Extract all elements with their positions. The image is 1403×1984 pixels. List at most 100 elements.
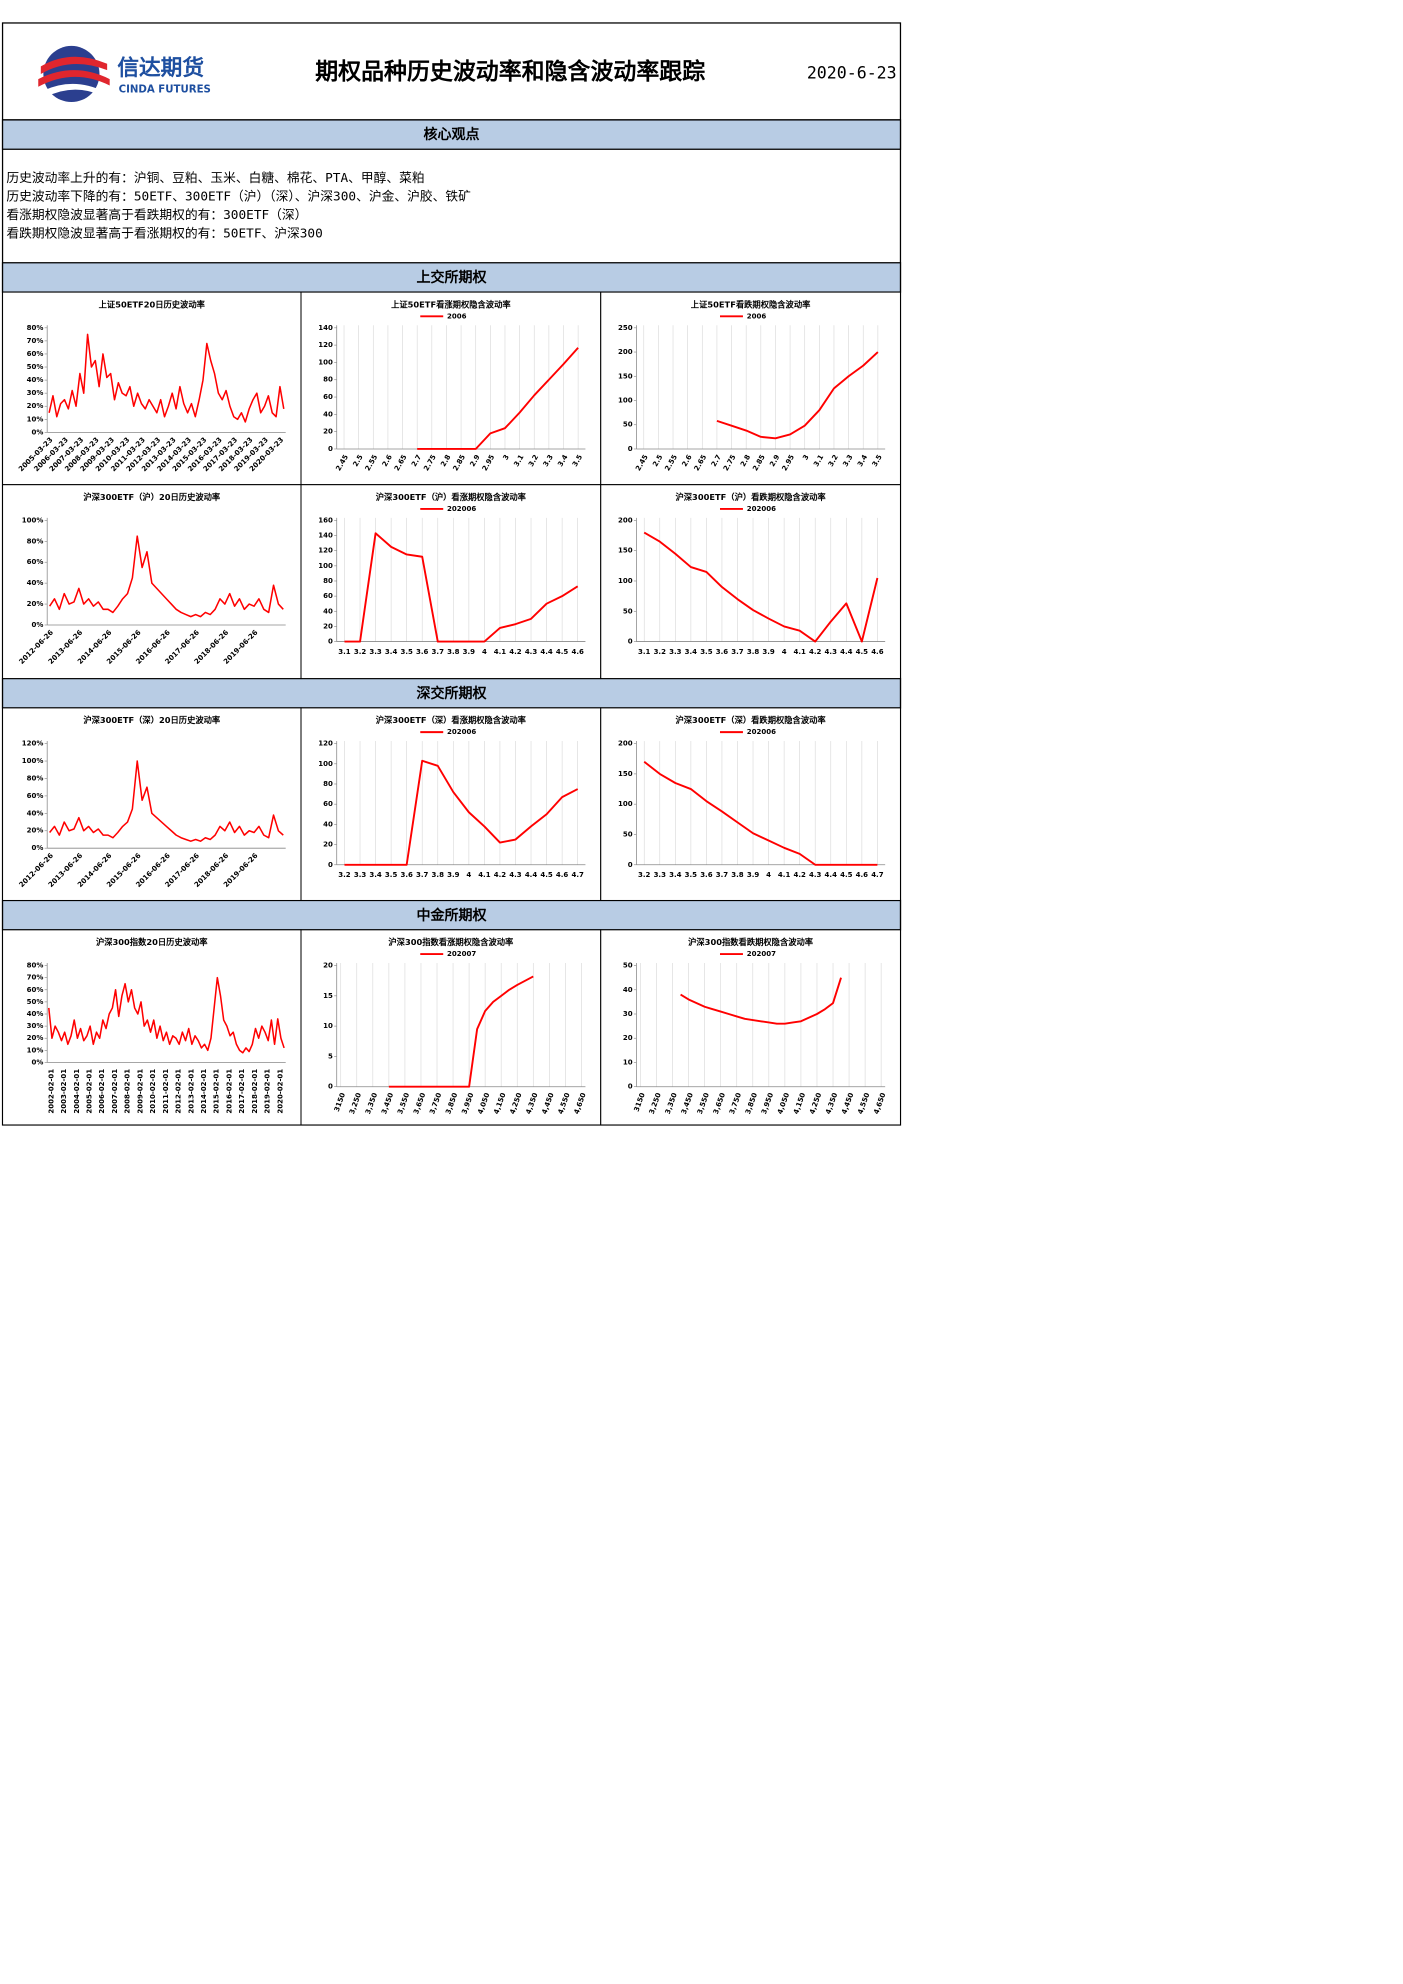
legend-label: 202006 bbox=[447, 504, 476, 513]
series-line bbox=[48, 333, 285, 423]
y-tick-label: 80% bbox=[27, 961, 44, 970]
y-tick-label: 50 bbox=[623, 420, 633, 429]
y-tick-label: 10% bbox=[27, 414, 44, 423]
x-tick-label: 3.8 bbox=[747, 647, 760, 656]
x-tick-label: 3.7 bbox=[716, 870, 729, 879]
y-tick-label: 30% bbox=[27, 388, 44, 397]
y-tick-label: 20% bbox=[27, 826, 44, 835]
y-tick-label: 20 bbox=[323, 961, 333, 970]
y-tick-label: 120 bbox=[318, 739, 333, 748]
x-tick-label: 2006-02-01 bbox=[97, 1069, 106, 1114]
x-tick-label: 3.4 bbox=[385, 647, 398, 656]
chart-frame bbox=[600, 484, 901, 680]
core-view-line: 看跌期权隐波显著高于看涨期权的有：50ETF、沪深300 bbox=[6, 226, 322, 242]
y-tick-label: 40 bbox=[323, 819, 333, 828]
x-tick-label: 4.5 bbox=[856, 647, 869, 656]
x-tick-label: 3.5 bbox=[400, 647, 413, 656]
x-tick-label: 4.6 bbox=[571, 647, 584, 656]
chart-frame bbox=[300, 707, 602, 901]
y-tick-label: 100 bbox=[618, 396, 633, 405]
banner-text: 核心观点 bbox=[423, 126, 479, 143]
x-tick-label: 4.3 bbox=[509, 870, 522, 879]
y-tick-label: 0% bbox=[31, 1057, 43, 1066]
x-tick-label: 2015-02-01 bbox=[212, 1069, 221, 1114]
x-tick-label: 3.3 bbox=[354, 870, 367, 879]
x-tick-label: 4.2 bbox=[509, 647, 522, 656]
chart-title: 沪深300指数20日历史波动率 bbox=[96, 937, 208, 947]
y-tick-label: 120 bbox=[318, 546, 333, 555]
y-tick-label: 0% bbox=[31, 620, 43, 629]
y-tick-label: 100 bbox=[318, 561, 333, 570]
chart-frame bbox=[600, 929, 901, 1126]
x-tick-label: 3.4 bbox=[669, 870, 682, 879]
y-tick-label: 120% bbox=[22, 739, 44, 748]
x-tick-label: 2011-02-01 bbox=[161, 1069, 170, 1114]
y-tick-label: 100 bbox=[618, 576, 633, 585]
chart: 沪深300ETF（沪）20日历史波动率0%20%40%60%80%100%201… bbox=[2, 484, 302, 680]
chart: 上证50ETF看涨期权隐含波动率20060204060801001201402.… bbox=[300, 291, 602, 486]
logo-swoosh bbox=[38, 70, 110, 87]
y-tick-label: 60% bbox=[27, 349, 44, 358]
x-tick-label: 2008-02-01 bbox=[123, 1069, 132, 1114]
y-tick-label: 70% bbox=[27, 336, 44, 345]
x-tick-label: 4.3 bbox=[809, 870, 822, 879]
y-tick-label: 10 bbox=[623, 1057, 633, 1066]
y-tick-label: 50% bbox=[27, 362, 44, 371]
legend-label: 2006 bbox=[447, 311, 467, 320]
x-tick-label: 3 bbox=[501, 453, 511, 462]
y-tick-label: 0% bbox=[31, 843, 43, 852]
x-tick-label: 2018-02-01 bbox=[250, 1069, 259, 1114]
x-tick-label: 3.5 bbox=[685, 870, 698, 879]
y-tick-label: 20% bbox=[27, 401, 44, 410]
x-tick-label: 3.6 bbox=[400, 870, 413, 879]
y-tick-label: 100% bbox=[22, 515, 44, 524]
y-tick-label: 20 bbox=[623, 1033, 633, 1042]
x-tick-label: 3.9 bbox=[762, 647, 775, 656]
x-tick-label: 2002-02-01 bbox=[46, 1069, 55, 1114]
x-tick-label: 4.4 bbox=[525, 870, 538, 879]
y-tick-label: 60 bbox=[323, 591, 333, 600]
core-view-line: 看涨期权隐波显著高于看跌期权的有：300ETF（深） bbox=[6, 207, 307, 223]
x-tick-label: 3.4 bbox=[685, 647, 698, 656]
y-tick-label: 150 bbox=[618, 546, 633, 555]
y-tick-label: 200 bbox=[618, 739, 633, 748]
x-tick-label: 4.6 bbox=[556, 870, 569, 879]
x-tick-label: 3.6 bbox=[416, 647, 429, 656]
chart: 沪深300ETF（沪）看跌期权隐含波动率 202006 0 50 100 150 200 3.… bbox=[600, 484, 901, 680]
x-tick-label: 2019-02-01 bbox=[263, 1069, 272, 1114]
y-tick-label: 50% bbox=[27, 997, 44, 1006]
x-tick-label: 4.2 bbox=[793, 870, 806, 879]
chart-title: 沪深300ETF（深）看跌期权隐含波动率 bbox=[676, 715, 827, 725]
y-tick-label: 80 bbox=[323, 375, 333, 384]
x-tick-label: 3.8 bbox=[432, 870, 445, 879]
y-tick-label: 150 bbox=[618, 371, 633, 380]
chart: 上证50ETF20日历史波动率 0% 10% 20% 30% 40% 50% 60% 70% 80… bbox=[2, 291, 302, 486]
legend-label: 202006 bbox=[447, 727, 476, 736]
x-tick-label: 2004-02-01 bbox=[72, 1069, 81, 1114]
core-view-line: 历史波动率下降的有：50ETF、300ETF（沪）（深）、沪深300、沪金、沪胶… bbox=[6, 189, 471, 205]
y-tick-label: 250 bbox=[618, 323, 633, 332]
chart-frame bbox=[300, 929, 602, 1126]
x-tick-label: 4.7 bbox=[871, 870, 884, 879]
y-tick-label: 20% bbox=[27, 599, 44, 608]
y-tick-label: 60% bbox=[27, 557, 44, 566]
y-tick-label: 80 bbox=[323, 779, 333, 788]
chart-frame bbox=[600, 291, 901, 486]
chart-frame bbox=[2, 707, 302, 901]
chart-frame bbox=[600, 707, 901, 901]
x-tick-label: 4.4 bbox=[840, 647, 853, 656]
x-tick-label: 4.3 bbox=[825, 647, 838, 656]
series-line bbox=[643, 531, 879, 643]
x-tick-label: 4.6 bbox=[871, 647, 884, 656]
legend-label: 2006 bbox=[747, 311, 767, 320]
series-line bbox=[344, 532, 579, 643]
x-tick-label: 2005-02-01 bbox=[84, 1069, 93, 1114]
chart-title: 沪深300ETF（沪）20日历史波动率 bbox=[83, 492, 221, 502]
y-tick-label: 60% bbox=[27, 985, 44, 994]
y-tick-label: 40 bbox=[623, 985, 633, 994]
logo-subtext: CINDA FUTURES bbox=[119, 84, 211, 95]
report-title: 期权品种历史波动率和隐含波动率跟踪 bbox=[315, 58, 705, 85]
